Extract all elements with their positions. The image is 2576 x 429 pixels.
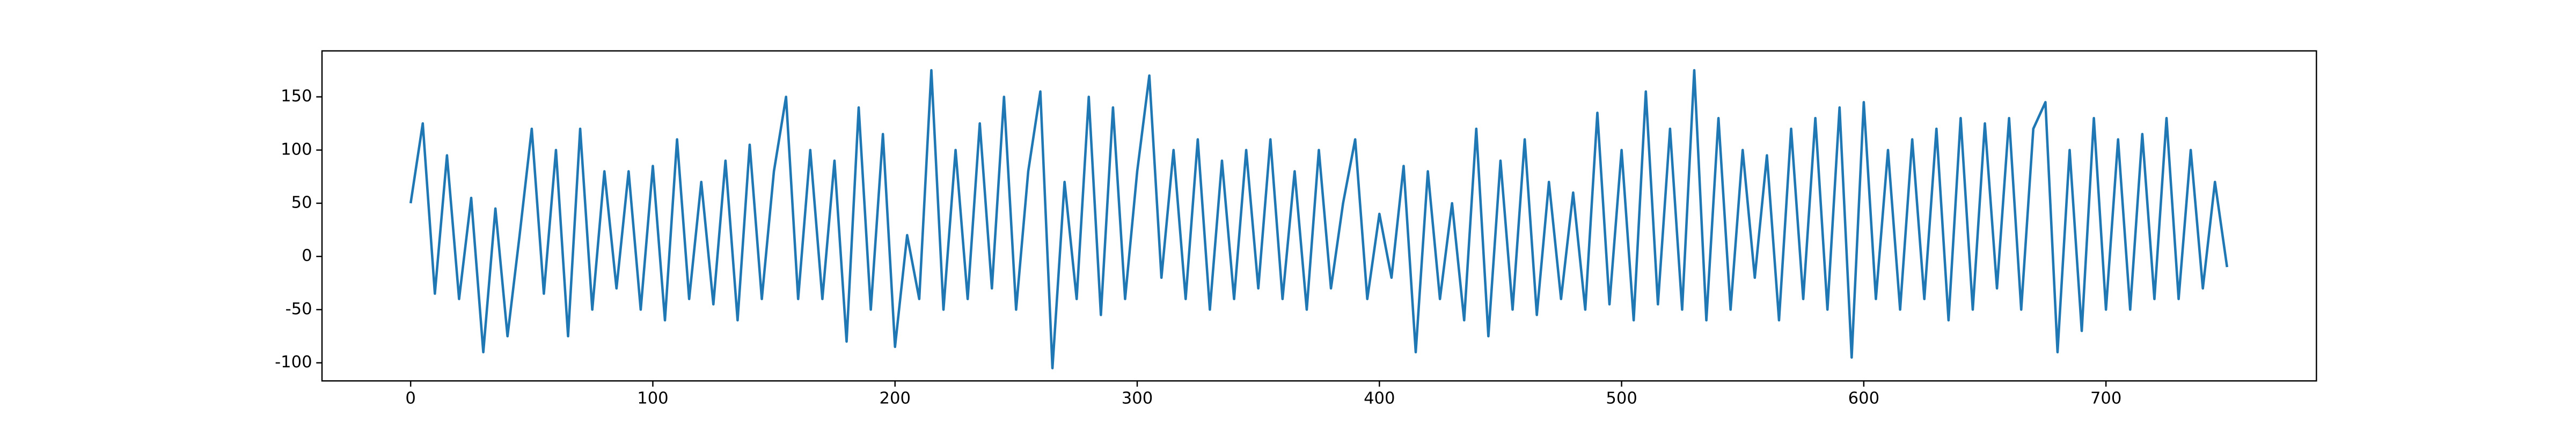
y-tick-label: 50 (291, 193, 312, 212)
x-tick-label: 0 (405, 389, 415, 408)
data-line (409, 69, 2229, 369)
x-tick-label: 100 (637, 389, 668, 408)
y-tick-label: 150 (281, 87, 312, 106)
y-tick-label: 100 (281, 140, 312, 159)
y-tick-label: 0 (302, 247, 312, 265)
x-tick-label: 400 (1364, 389, 1395, 408)
x-tick-label: 600 (1848, 389, 1879, 408)
x-tick-label: 200 (880, 389, 911, 408)
x-tick-label: 500 (1606, 389, 1637, 408)
y-tick-label: -100 (275, 353, 312, 372)
plot-frame (321, 50, 2317, 382)
x-tick-label: 700 (2090, 389, 2121, 408)
y-tick-label: -50 (286, 300, 312, 319)
x-tick-label: 300 (1122, 389, 1153, 408)
